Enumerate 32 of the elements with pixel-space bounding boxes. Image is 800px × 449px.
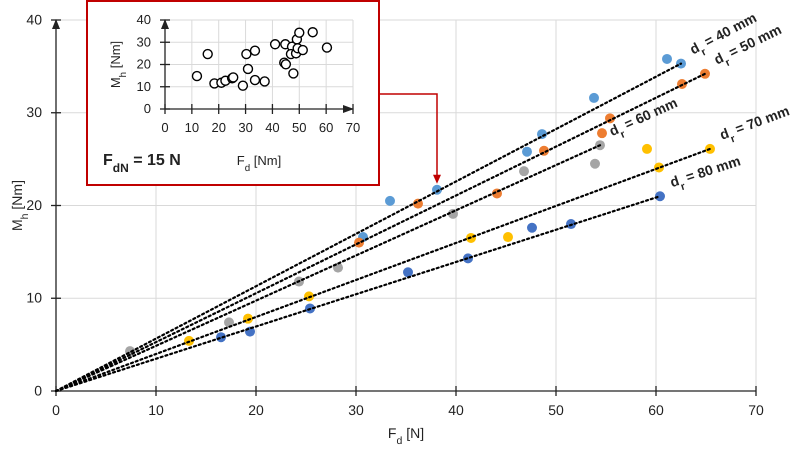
x-tick-label: 70: [748, 402, 764, 418]
x-axis-title: F$_{d}$ [Nm]: [236, 153, 282, 174]
y-tick-label: 30: [26, 104, 42, 120]
x-tick-label: 60: [318, 120, 334, 136]
x-tick-label: 40: [265, 120, 280, 136]
x-tick-label: 20: [248, 402, 264, 418]
y-tick-label: 40: [136, 12, 151, 28]
y-tick-label: 0: [144, 101, 151, 116]
text: d$_{r}$ = 60 mm: [606, 94, 680, 141]
x-tick-label: 30: [348, 402, 364, 418]
x-tick-label: 10: [148, 402, 164, 418]
x-axis-title: F$_{d}$ [N]: [388, 425, 424, 447]
x-tick-label: 0: [161, 120, 169, 136]
y-tick-label: 10: [26, 290, 42, 306]
x-tick-label: 50: [548, 402, 564, 418]
text: d$_{r}$ = 80 mm: [668, 152, 742, 194]
x-tick-label: 10: [184, 120, 200, 136]
y-tick-label: 20: [136, 56, 151, 72]
x-tick-label: 40: [448, 402, 464, 418]
x-tick-label: 0: [52, 402, 60, 418]
x-tick-label: 30: [238, 120, 253, 136]
text: d$_{r}$ = 70 mm: [717, 102, 792, 146]
x-tick-label: 60: [648, 402, 664, 418]
x-tick-label: 20: [211, 120, 226, 136]
y-tick-label: 20: [26, 196, 42, 213]
x-tick-label: 70: [346, 120, 360, 136]
y-tick-label: 0: [34, 382, 42, 398]
annotation: F$_{dN}$ = 15 N: [103, 152, 181, 175]
y-tick-label: 30: [136, 34, 151, 50]
y-tick-label: 40: [26, 11, 42, 28]
y-tick-label: 10: [136, 78, 151, 94]
x-tick-label: 50: [292, 120, 307, 136]
